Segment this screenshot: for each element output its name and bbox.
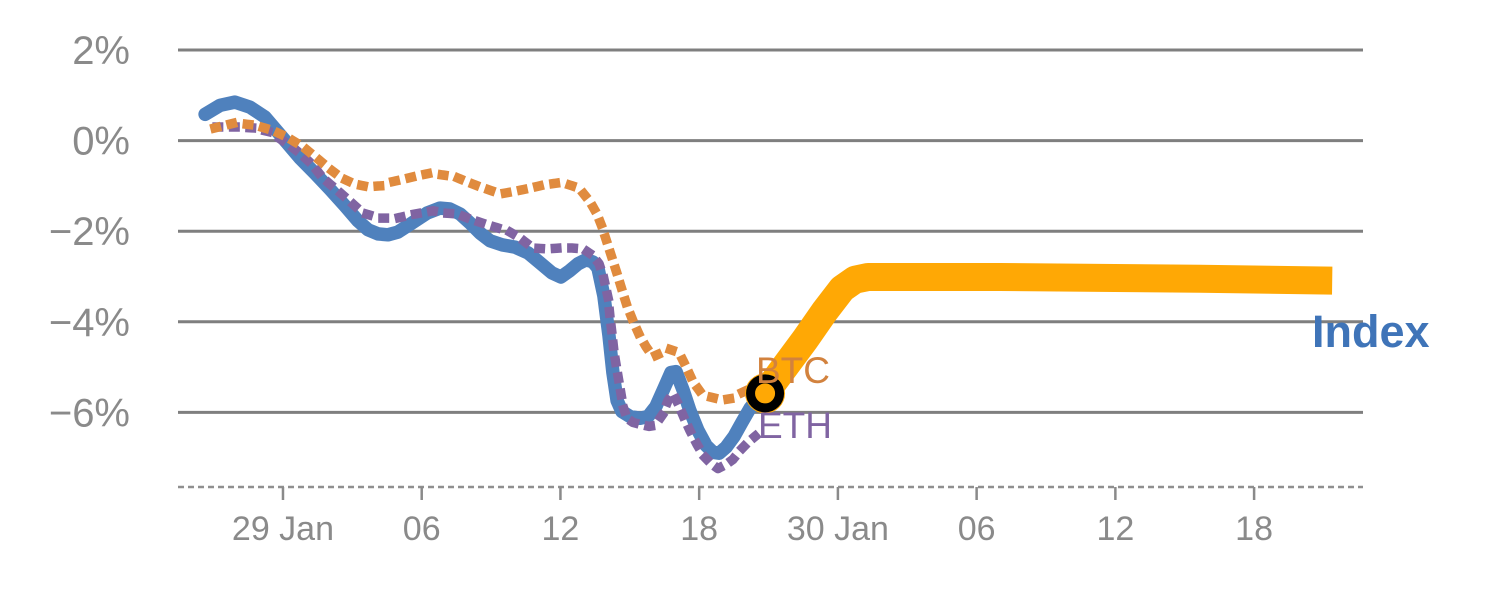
x-axis-tick-label: 18 bbox=[680, 510, 718, 548]
x-axis-tick-label: 12 bbox=[1096, 510, 1134, 548]
x-axis-tick-label: 30 Jan bbox=[787, 510, 889, 548]
y-axis-label: −4% bbox=[49, 301, 130, 345]
series-line-index-forecast bbox=[753, 263, 1333, 402]
current-point-marker bbox=[746, 374, 785, 413]
y-axis-label: 0% bbox=[72, 120, 130, 164]
x-axis-tick-label: 12 bbox=[542, 510, 580, 548]
series-label-index: Index bbox=[1312, 306, 1430, 357]
y-axis-label: −6% bbox=[49, 391, 130, 435]
series-label-btc: BTC bbox=[756, 350, 830, 391]
x-axis-tick-label: 06 bbox=[403, 510, 441, 548]
y-axis-label: 2% bbox=[72, 29, 130, 73]
series-line-eth bbox=[212, 122, 762, 474]
x-axis-tick-label: 06 bbox=[958, 510, 996, 548]
y-axis-label: −2% bbox=[49, 210, 130, 254]
series-line-index bbox=[198, 95, 772, 460]
x-axis-tick-label: 29 Jan bbox=[232, 510, 334, 548]
series-label-eth: ETH bbox=[758, 405, 832, 446]
series-line-btc bbox=[209, 118, 770, 405]
x-axis-tick-label: 18 bbox=[1235, 510, 1273, 548]
